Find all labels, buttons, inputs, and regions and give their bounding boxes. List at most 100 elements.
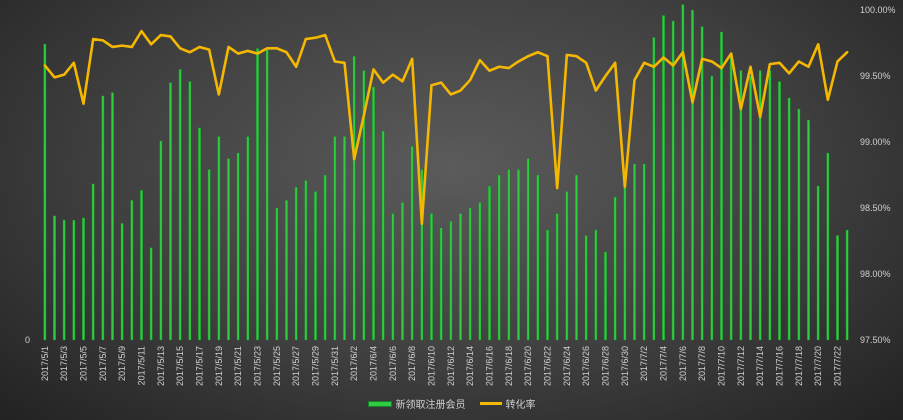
bar[interactable] xyxy=(720,31,723,341)
bar[interactable] xyxy=(207,169,211,341)
bar[interactable] xyxy=(265,48,269,341)
bar[interactable] xyxy=(807,119,810,341)
bar[interactable] xyxy=(584,235,588,341)
bar[interactable] xyxy=(62,219,66,341)
right-tick-label: 97.50% xyxy=(860,335,891,345)
bar[interactable] xyxy=(652,37,656,341)
bar[interactable] xyxy=(575,174,578,341)
legend-line-label: 转化率 xyxy=(505,400,536,411)
bar[interactable] xyxy=(565,191,569,341)
x-tick-label: 2017/7/6 xyxy=(678,346,688,381)
bar[interactable] xyxy=(642,163,646,341)
bar[interactable] xyxy=(488,185,491,341)
x-tick-label: 2017/6/18 xyxy=(504,346,514,386)
bar[interactable] xyxy=(169,82,172,341)
bar[interactable] xyxy=(662,15,665,341)
bar[interactable] xyxy=(410,146,414,341)
bar[interactable] xyxy=(362,70,366,341)
bar[interactable] xyxy=(478,202,482,341)
bar[interactable] xyxy=(671,20,675,341)
x-tick-label: 2017/7/10 xyxy=(717,346,727,386)
bar[interactable] xyxy=(53,215,56,341)
bar[interactable] xyxy=(43,43,47,341)
bar[interactable] xyxy=(555,213,559,341)
bar[interactable] xyxy=(72,219,76,341)
bar[interactable] xyxy=(507,169,511,341)
bar[interactable] xyxy=(439,227,443,341)
bar[interactable] xyxy=(430,213,433,341)
bar[interactable] xyxy=(236,152,240,341)
bar[interactable] xyxy=(227,158,230,341)
bar[interactable] xyxy=(246,136,250,341)
bar[interactable] xyxy=(420,169,424,341)
bar[interactable] xyxy=(391,213,395,341)
bar[interactable] xyxy=(459,213,462,341)
bar[interactable] xyxy=(381,130,385,341)
bar[interactable] xyxy=(816,185,820,341)
bar[interactable] xyxy=(101,95,105,341)
bar[interactable] xyxy=(449,220,453,341)
bar[interactable] xyxy=(333,136,337,341)
legend-bar-label: 新领取注册会员 xyxy=(395,400,466,411)
legend-item-bars[interactable]: 新领取注册会员 xyxy=(367,396,466,411)
bar[interactable] xyxy=(82,217,85,341)
bar[interactable] xyxy=(198,127,201,341)
bar[interactable] xyxy=(729,53,733,341)
bar[interactable] xyxy=(749,75,752,341)
bar[interactable] xyxy=(188,81,192,341)
bar[interactable] xyxy=(546,229,549,341)
x-tick-label: 2017/6/6 xyxy=(388,346,398,381)
bar[interactable] xyxy=(758,70,762,341)
bar[interactable] xyxy=(149,247,153,341)
x-tick-label: 2017/7/20 xyxy=(813,346,823,386)
bar[interactable] xyxy=(217,136,221,341)
bar[interactable] xyxy=(700,26,704,341)
bar[interactable] xyxy=(468,207,472,341)
bar[interactable] xyxy=(372,86,375,341)
bar[interactable] xyxy=(352,56,356,341)
bar[interactable] xyxy=(613,196,617,341)
bar[interactable] xyxy=(604,251,607,341)
bar[interactable] xyxy=(526,158,530,341)
bar[interactable] xyxy=(130,200,134,341)
bar[interactable] xyxy=(323,174,327,341)
bar[interactable] xyxy=(159,140,163,341)
bar[interactable] xyxy=(623,180,627,341)
bar[interactable] xyxy=(739,70,743,341)
bar[interactable] xyxy=(681,4,685,341)
x-tick-label: 2017/6/22 xyxy=(543,346,553,386)
legend-item-line[interactable]: 转化率 xyxy=(479,396,536,411)
bar[interactable] xyxy=(633,163,636,341)
bar[interactable] xyxy=(140,190,143,341)
bar[interactable] xyxy=(343,136,346,341)
x-tick-label: 2017/7/4 xyxy=(659,346,669,381)
bar[interactable] xyxy=(797,108,801,341)
bar[interactable] xyxy=(120,223,124,341)
bar[interactable] xyxy=(497,174,501,341)
bar[interactable] xyxy=(178,69,182,341)
conversion-rate-line[interactable] xyxy=(43,29,849,226)
bar[interactable] xyxy=(304,180,308,341)
bar[interactable] xyxy=(845,229,849,341)
bar[interactable] xyxy=(314,191,317,341)
bar[interactable] xyxy=(826,152,830,341)
bar[interactable] xyxy=(836,235,839,341)
bar[interactable] xyxy=(294,186,298,341)
bar[interactable] xyxy=(536,174,540,341)
bar[interactable] xyxy=(594,229,598,341)
bar[interactable] xyxy=(91,183,95,341)
bar[interactable] xyxy=(256,48,259,341)
bar[interactable] xyxy=(111,92,114,341)
bar[interactable] xyxy=(691,9,694,341)
x-tick-label: 2017/5/19 xyxy=(214,346,224,386)
bar[interactable] xyxy=(787,97,791,341)
bar[interactable] xyxy=(285,200,288,341)
x-tick-label: 2017/6/10 xyxy=(427,346,437,386)
bar[interactable] xyxy=(710,75,714,341)
bar[interactable] xyxy=(401,202,404,341)
bar[interactable] xyxy=(517,169,520,341)
bar[interactable] xyxy=(768,70,772,341)
bar[interactable] xyxy=(778,81,781,341)
bar[interactable] xyxy=(275,207,279,341)
